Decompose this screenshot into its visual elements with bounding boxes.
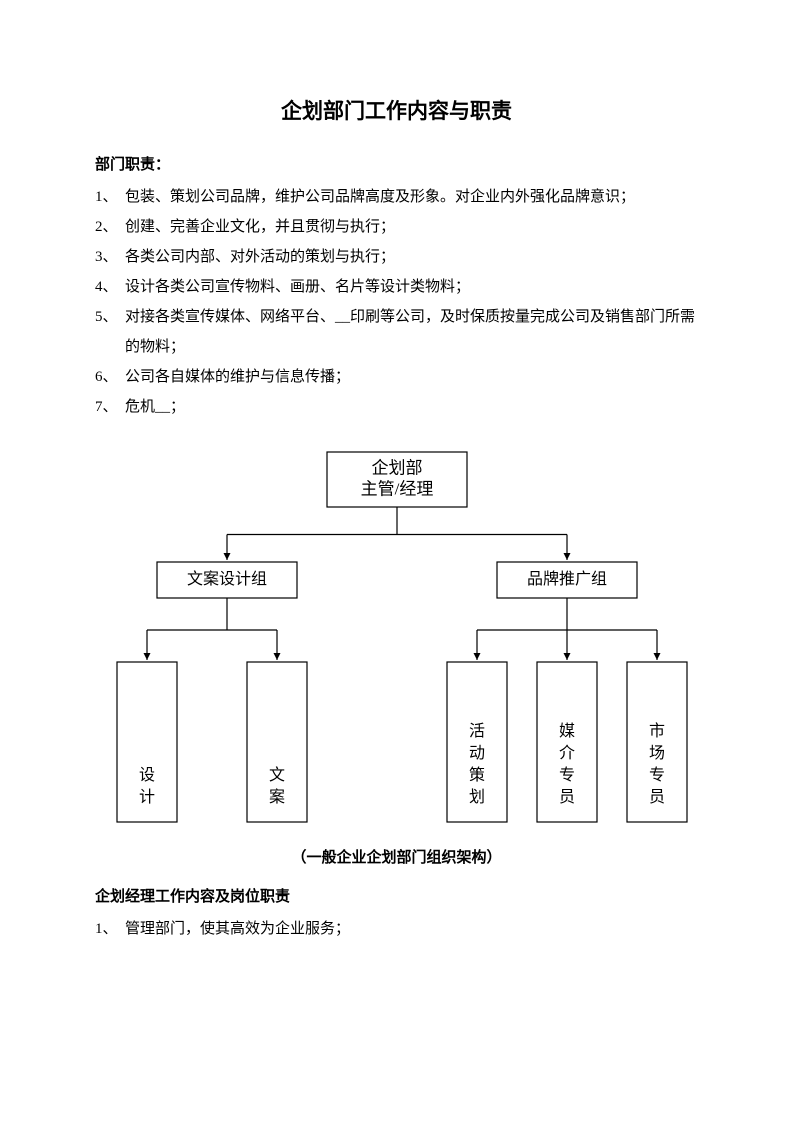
list-item: 2、创建、完善企业文化，并且贯彻与执行； <box>95 212 698 242</box>
org-node-label: 场 <box>648 744 664 762</box>
org-node-label: 动 <box>468 744 484 762</box>
org-node-label: 专 <box>558 766 574 784</box>
org-node-label: 市 <box>648 722 664 740</box>
list-item: 1、管理部门，使其高效为企业服务； <box>95 914 698 944</box>
list-item-text: 创建、完善企业文化，并且贯彻与执行； <box>125 212 698 242</box>
org-node-label: 设 <box>138 766 154 784</box>
org-chart: 企划部主管/经理文案设计组品牌推广组设计文案活动策划媒介专员市场专员 <box>97 442 697 842</box>
org-node-label: 案 <box>268 788 284 806</box>
org-node-label: 媒 <box>558 722 574 740</box>
org-node-label: 企划部 <box>371 459 422 478</box>
list-item-text: 各类公司内部、对外活动的策划与执行； <box>125 242 698 272</box>
org-node-label: 划 <box>468 788 484 806</box>
org-node-label: 主管/经理 <box>360 480 433 499</box>
org-chart-container: 企划部主管/经理文案设计组品牌推广组设计文案活动策划媒介专员市场专员 （一般企业… <box>97 442 697 867</box>
list-item-number: 5、 <box>95 302 125 362</box>
list-item-text: 公司各自媒体的维护与信息传播； <box>125 362 698 392</box>
list-item-number: 1、 <box>95 914 125 944</box>
section-header-manager: 企划经理工作内容及岗位职责 <box>95 885 698 906</box>
org-node-label: 专 <box>648 766 664 784</box>
list-item: 1、包装、策划公司品牌，维护公司品牌高度及形象。对企业内外强化品牌意识； <box>95 182 698 212</box>
org-node-label: 品牌推广组 <box>526 570 606 588</box>
list-item-text: 危机__； <box>125 392 698 422</box>
list-item: 7、危机__； <box>95 392 698 422</box>
page-content: 企划部门工作内容与职责 部门职责： 1、包装、策划公司品牌，维护公司品牌高度及形… <box>0 0 793 1004</box>
duties-list: 1、包装、策划公司品牌，维护公司品牌高度及形象。对企业内外强化品牌意识；2、创建… <box>95 182 698 422</box>
org-node-label: 活 <box>468 722 484 740</box>
list-item: 3、各类公司内部、对外活动的策划与执行； <box>95 242 698 272</box>
org-node-label: 介 <box>558 744 574 762</box>
list-item-number: 4、 <box>95 272 125 302</box>
page-title: 企划部门工作内容与职责 <box>95 95 698 125</box>
list-item-number: 3、 <box>95 242 125 272</box>
org-node-label: 员 <box>648 788 664 806</box>
list-item: 4、设计各类公司宣传物料、画册、名片等设计类物料； <box>95 272 698 302</box>
org-chart-caption: （一般企业企划部门组织架构） <box>97 846 697 867</box>
list-item-text: 包装、策划公司品牌，维护公司品牌高度及形象。对企业内外强化品牌意识； <box>125 182 698 212</box>
list-item-text: 管理部门，使其高效为企业服务； <box>125 914 698 944</box>
org-node-label: 策 <box>468 766 484 784</box>
org-node-label: 员 <box>558 788 574 806</box>
list-item-number: 7、 <box>95 392 125 422</box>
org-node-label: 文 <box>268 766 284 784</box>
list-item-number: 1、 <box>95 182 125 212</box>
list-item-text: 设计各类公司宣传物料、画册、名片等设计类物料； <box>125 272 698 302</box>
list-item: 5、对接各类宣传媒体、网络平台、__印刷等公司，及时保质按量完成公司及销售部门所… <box>95 302 698 362</box>
duties2-list: 1、管理部门，使其高效为企业服务； <box>95 914 698 944</box>
list-item-number: 6、 <box>95 362 125 392</box>
list-item-text: 对接各类宣传媒体、网络平台、__印刷等公司，及时保质按量完成公司及销售部门所需的… <box>125 302 698 362</box>
org-node-label: 文案设计组 <box>186 570 266 588</box>
list-item-number: 2、 <box>95 212 125 242</box>
org-node-label: 计 <box>138 788 154 806</box>
list-item: 6、公司各自媒体的维护与信息传播； <box>95 362 698 392</box>
section-header-duties: 部门职责： <box>95 153 698 174</box>
